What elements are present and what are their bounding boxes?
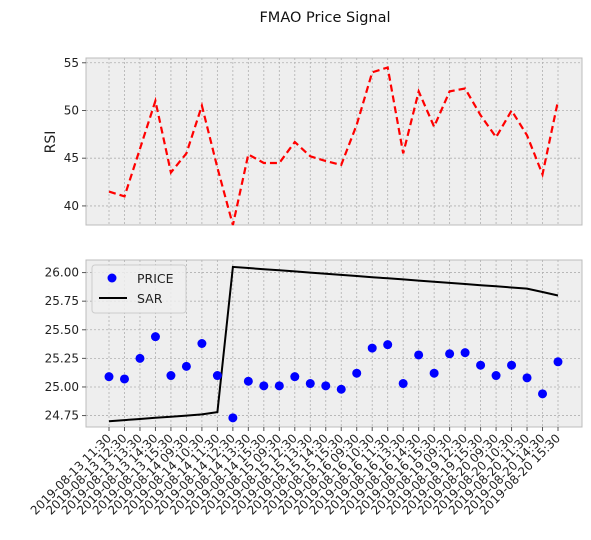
rsi-y-tick-label: 45 [64, 151, 79, 165]
price-point [553, 357, 563, 367]
rsi-grid [86, 58, 582, 225]
rsi-y-tick-label: 50 [64, 103, 79, 117]
price-point [507, 360, 517, 370]
price-panel: 24.75 25.00 25.25 25.50 25.75 26.00 2019-08-1… [28, 259, 583, 518]
legend-price-marker [107, 273, 117, 283]
price-point [538, 389, 548, 399]
price-point [135, 353, 145, 363]
price-point [429, 368, 439, 378]
price-point [383, 340, 393, 350]
rsi-y-axis-label: RSI [43, 131, 59, 154]
price-point [460, 348, 470, 358]
price-point [305, 379, 315, 389]
legend-price-label: PRICE [137, 271, 174, 286]
price-y-tick-label: 25.50 [45, 323, 79, 337]
price-series-group [104, 265, 563, 423]
rsi-y-tick-label: 40 [64, 199, 79, 213]
price-point [274, 381, 284, 391]
legend-sar-label: SAR [137, 291, 163, 306]
price-point [104, 372, 114, 382]
rsi-y-ticks: 40 45 50 55 [64, 56, 86, 213]
price-point [243, 376, 253, 386]
price-point [119, 374, 129, 384]
price-point [166, 371, 176, 381]
price-y-ticks: 24.75 25.00 25.25 25.50 25.75 26.00 [45, 266, 86, 423]
sar-line [108, 265, 559, 423]
price-point [197, 339, 207, 348]
rsi-plot-area [85, 57, 583, 226]
price-point [352, 368, 362, 378]
rsi-y-tick-label: 55 [64, 56, 79, 70]
price-point [398, 379, 408, 389]
price-y-tick-label: 24.75 [45, 409, 79, 423]
price-point [228, 413, 238, 423]
price-point [181, 361, 191, 371]
price-y-tick-label: 25.00 [45, 380, 79, 394]
price-grid [86, 260, 582, 427]
price-point [336, 384, 346, 394]
price-point [414, 350, 424, 360]
price-y-tick-label: 25.75 [45, 294, 79, 308]
price-point [367, 343, 377, 353]
price-y-tick-label: 25.25 [45, 351, 79, 365]
price-y-tick-label: 26.00 [45, 266, 79, 280]
price-point [259, 381, 269, 391]
legend: PRICE SAR [91, 264, 187, 314]
price-point [522, 373, 532, 383]
rsi-series-group [108, 66, 560, 226]
price-plot-area [85, 259, 583, 428]
price-point [476, 360, 486, 370]
price-point [445, 349, 455, 359]
price-point [321, 381, 331, 391]
price-point [491, 371, 501, 381]
price-point [150, 332, 160, 342]
figure-title: FMAO Price Signal [259, 10, 390, 26]
price-point [290, 372, 300, 382]
price-point [212, 371, 222, 381]
rsi-panel: 40 45 50 55 RSI [43, 56, 583, 226]
rsi-line [108, 66, 560, 226]
